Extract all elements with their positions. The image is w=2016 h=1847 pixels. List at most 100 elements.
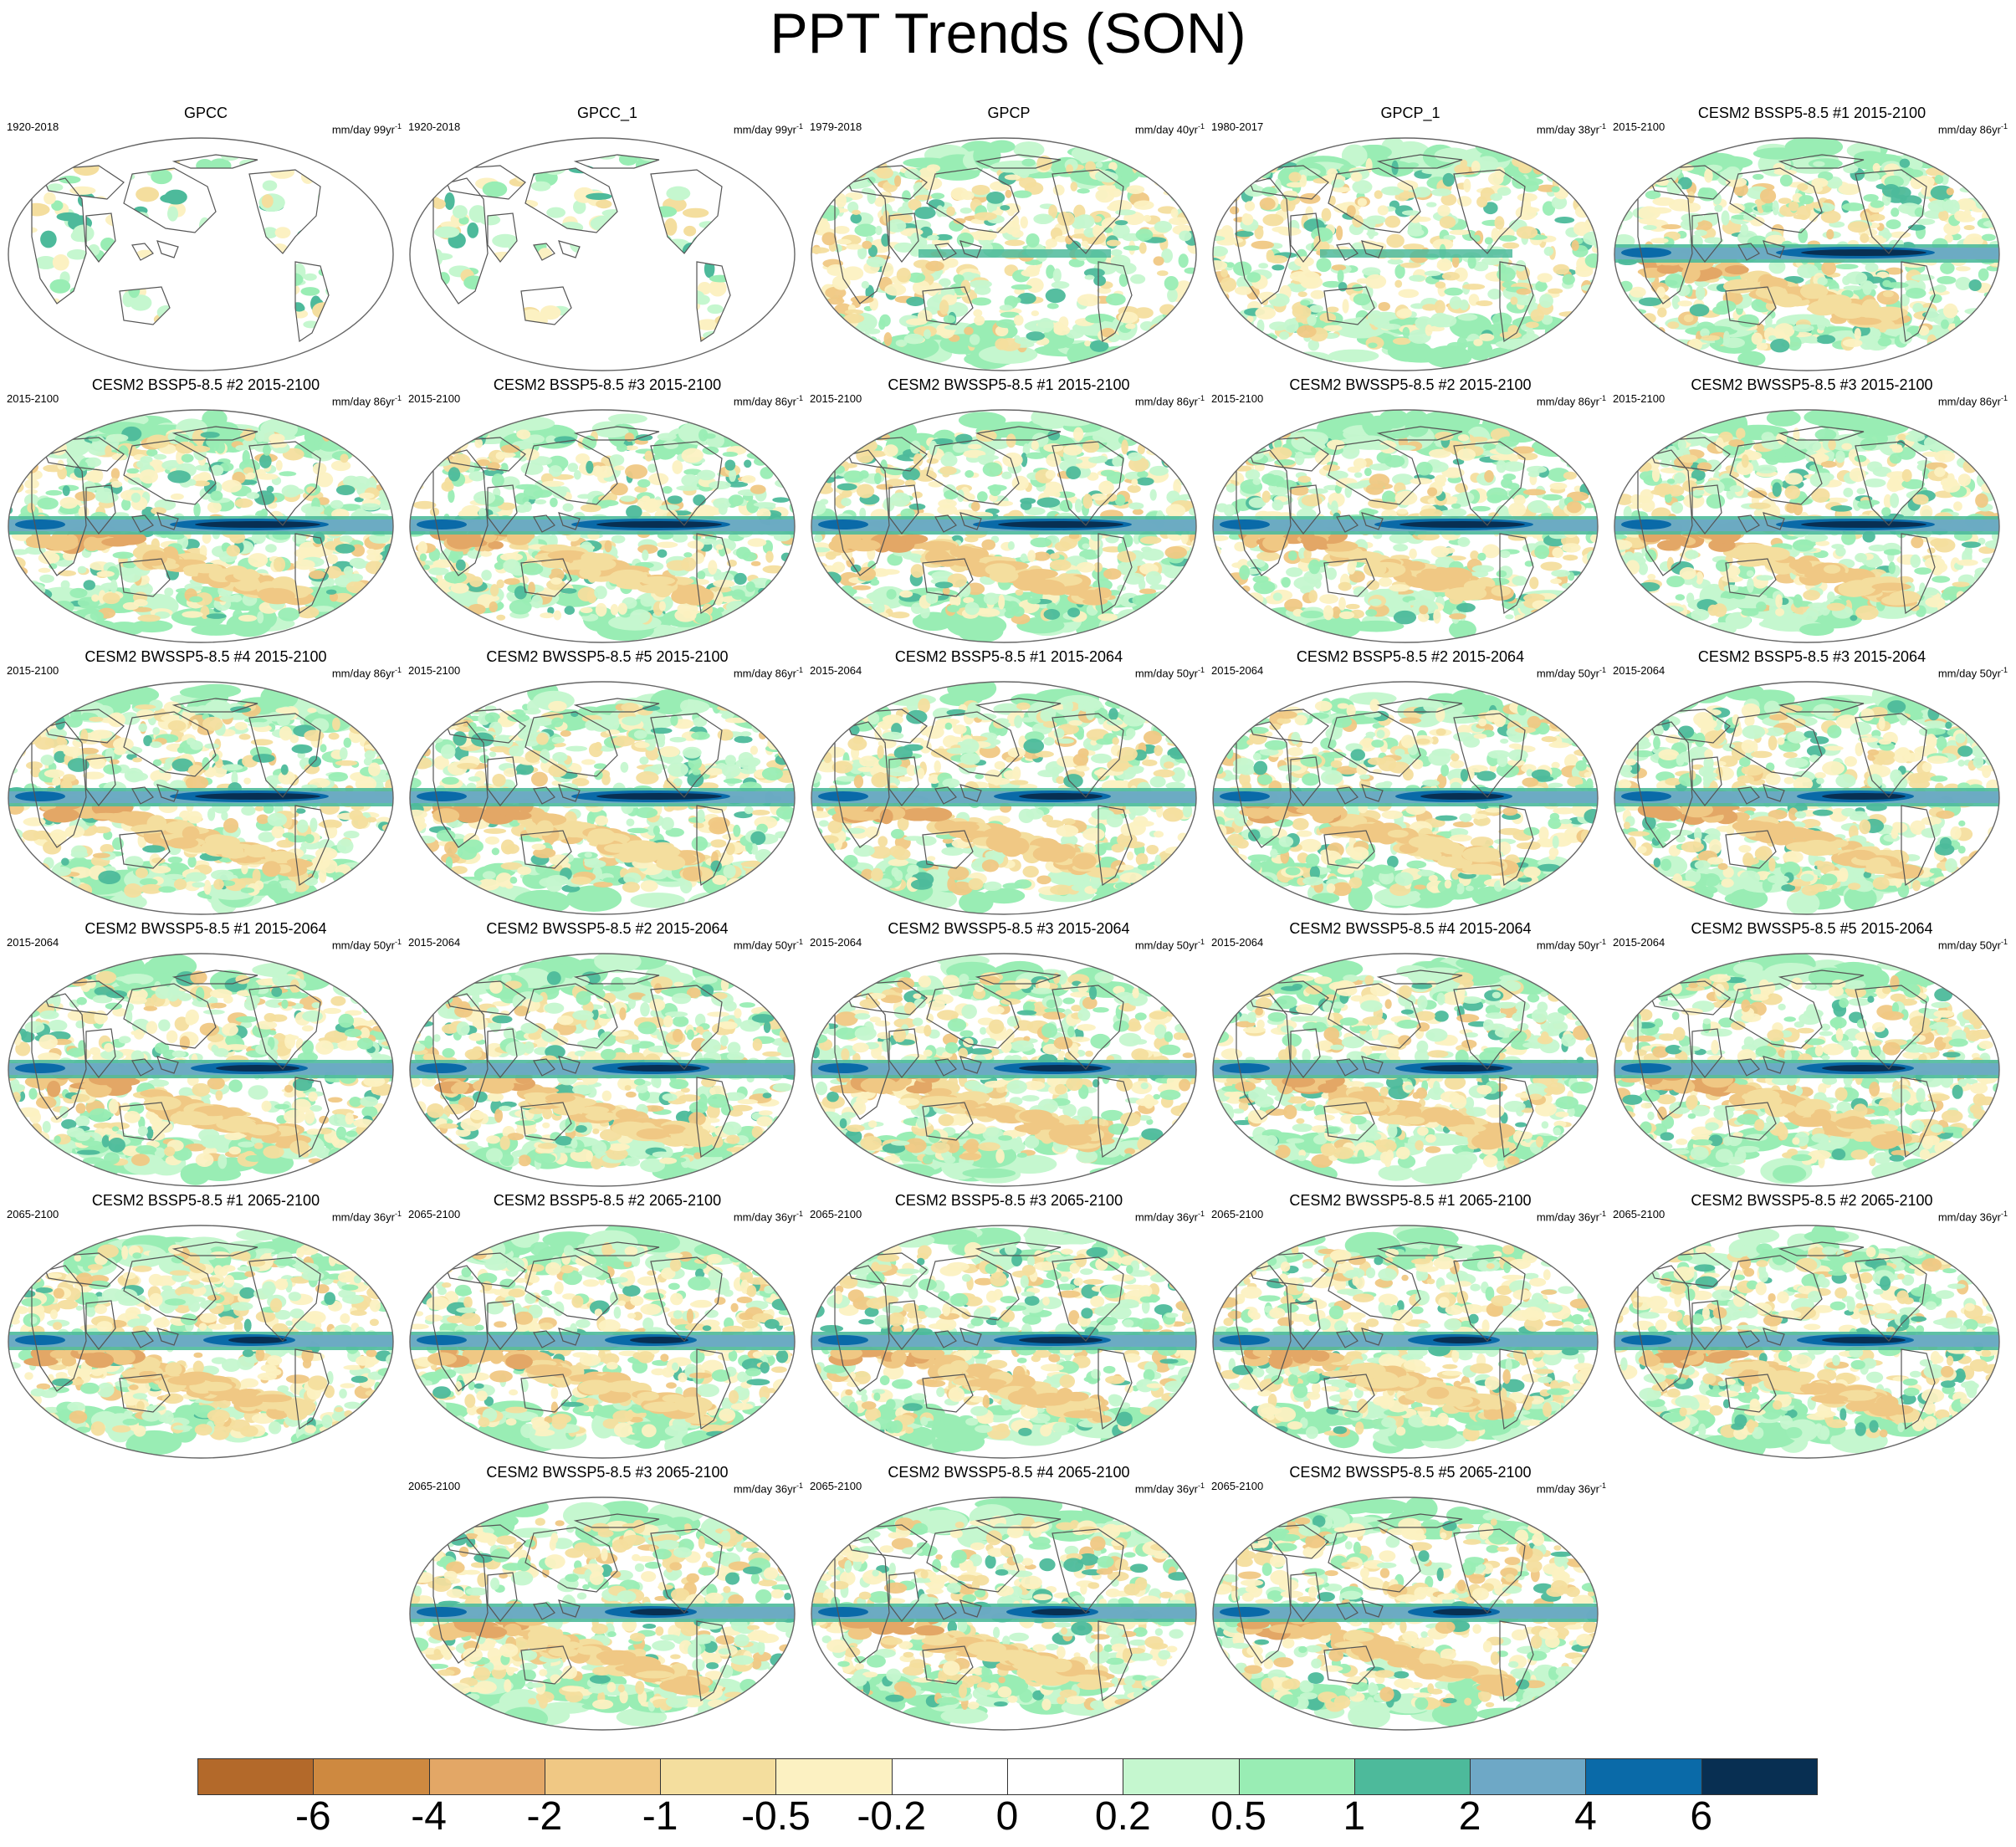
colorbar-box [1585, 1758, 1702, 1795]
panel-period: 1920-2018 [7, 120, 59, 134]
panel-period: 2015-2100 [7, 664, 59, 678]
map-plot [8, 137, 394, 371]
coastlines [834, 698, 1133, 887]
panel-units: mm/day 99yr-1 [734, 120, 803, 136]
map-border [409, 137, 796, 371]
map-panel: CESM2 BWSSP5-8.5 #5 2015-2064 2015-2064 mm… [1613, 920, 2011, 1188]
coastlines [1637, 698, 1936, 887]
map-plot [1614, 409, 2000, 643]
map-panel: CESM2 BSSP5-8.5 #1 2015-2064 2015-2064 mm/… [810, 648, 1208, 916]
map-panel: CESM2 BWSSP5-8.5 #4 2015-2100 2015-2100 mm… [7, 648, 405, 916]
map-border [8, 409, 394, 643]
colorbar-tick-label: -2 [494, 1792, 595, 1842]
map-plot [409, 1497, 796, 1731]
map-panel: CESM2 BWSSP5-8.5 #2 2015-2100 2015-2100 mm… [1211, 376, 1609, 644]
coastlines [31, 154, 330, 343]
map-border [811, 409, 1197, 643]
coastlines [31, 970, 330, 1159]
colorbar-box [1007, 1758, 1124, 1795]
coastlines [834, 154, 1133, 343]
map-border [1614, 681, 2000, 915]
map-plot [1614, 681, 2000, 915]
panel-units: mm/day 50yr-1 [1938, 935, 2008, 952]
panel-title: CESM2 BWSSP5-8.5 #5 2015-2064 [1613, 919, 2011, 938]
colorbar-box [313, 1758, 430, 1795]
panel-title: CESM2 BWSSP5-8.5 #1 2015-2064 [7, 919, 405, 938]
map-panel: CESM2 BWSSP5-8.5 #4 2015-2064 2015-2064 mm… [1211, 920, 1609, 1188]
panel-units: mm/day 36yr-1 [1537, 1479, 1606, 1496]
trend-field [410, 1497, 795, 1730]
coastlines [1637, 970, 1936, 1159]
colorbar-box [428, 1758, 545, 1795]
panel-title: CESM2 BSSP5-8.5 #3 2015-2064 [1613, 647, 2011, 666]
panel-units: mm/day 36yr-1 [734, 1479, 803, 1496]
panel-title: CESM2 BWSSP5-8.5 #4 2015-2064 [1211, 919, 1609, 938]
map-panel: GPCC_1 1920-2018 mm/day 99yr-1 [408, 105, 806, 372]
panel-period: 2015-2064 [1211, 664, 1263, 678]
panel-period: 2015-2100 [7, 392, 59, 406]
panel-period: 2015-2064 [1613, 936, 1665, 949]
trend-field [8, 1225, 393, 1457]
panel-units: mm/day 36yr-1 [1537, 1207, 1606, 1224]
coastlines [432, 154, 731, 343]
map-plot [409, 409, 796, 643]
coastlines [1637, 154, 1936, 343]
panel-period: 2015-2100 [810, 392, 862, 406]
colorbar-tick-label: 0.5 [1189, 1792, 1289, 1842]
map-panel: CESM2 BWSSP5-8.5 #5 2015-2100 2015-2100 mm… [408, 648, 806, 916]
coastlines [834, 1241, 1133, 1430]
panel-units: mm/day 86yr-1 [1938, 391, 2008, 408]
panel-title: CESM2 BWSSP5-8.5 #5 2065-2100 [1211, 1463, 1609, 1481]
colorbar-tick-label: -0.2 [842, 1792, 942, 1842]
coastlines [1236, 970, 1534, 1159]
map-plot [1614, 953, 2000, 1187]
panel-units: mm/day 40yr-1 [1135, 120, 1205, 136]
colorbar-tick-label: 0 [957, 1792, 1057, 1842]
coastlines [1236, 154, 1534, 343]
coastlines [31, 698, 330, 887]
panel-period: 2065-2100 [408, 1208, 460, 1221]
figure-title: PPT Trends (SON) [0, 0, 2016, 67]
map-panel: CESM2 BWSSP5-8.5 #5 2065-2100 2065-2100 mm… [1211, 1464, 1609, 1732]
map-plot [409, 137, 796, 371]
panel-units: mm/day 36yr-1 [734, 1207, 803, 1224]
map-border [811, 1225, 1197, 1459]
map-border [1614, 1225, 2000, 1459]
map-plot [409, 953, 796, 1187]
coastlines [1236, 1241, 1534, 1430]
coastlines [834, 1513, 1133, 1702]
panel-units: mm/day 50yr-1 [1135, 663, 1205, 680]
map-plot [409, 1225, 796, 1459]
map-panel: CESM2 BSSP5-8.5 #3 2015-2100 2015-2100 mm/… [408, 376, 806, 644]
panel-title: CESM2 BWSSP5-8.5 #1 2065-2100 [1211, 1191, 1609, 1210]
coastlines [31, 426, 330, 615]
map-plot [811, 137, 1197, 371]
panel-units: mm/day 86yr-1 [1135, 391, 1205, 408]
map-panel: CESM2 BWSSP5-8.5 #4 2065-2100 2065-2100 mm… [810, 1464, 1208, 1732]
colorbar-tick-label: -0.5 [725, 1792, 826, 1842]
trend-field [1614, 1225, 1999, 1458]
panel-period: 2015-2100 [408, 664, 460, 678]
panel-units: mm/day 36yr-1 [1135, 1207, 1205, 1224]
panel-period: 1980-2017 [1211, 120, 1263, 134]
map-plot [1212, 409, 1599, 643]
map-plot [1212, 1497, 1599, 1731]
map-panel: GPCC 1920-2018 mm/day 99yr-1 [7, 105, 405, 372]
coastlines [834, 426, 1133, 615]
coastlines [432, 426, 731, 615]
panel-units: mm/day 36yr-1 [1938, 1207, 2008, 1224]
panel-period: 2015-2100 [1211, 392, 1263, 406]
coastlines [1637, 426, 1936, 615]
colorbar-box [1470, 1758, 1587, 1795]
panel-title: CESM2 BWSSP5-8.5 #3 2065-2100 [408, 1463, 806, 1481]
panel-units: mm/day 86yr-1 [1537, 391, 1606, 408]
panel-title: CESM2 BWSSP5-8.5 #4 2015-2100 [7, 647, 405, 666]
panel-period: 2015-2100 [408, 392, 460, 406]
map-border [1212, 1225, 1599, 1459]
panel-units: mm/day 50yr-1 [1537, 663, 1606, 680]
map-border [8, 681, 394, 915]
panel-period: 2015-2064 [7, 936, 59, 949]
panel-title: CESM2 BWSSP5-8.5 #3 2015-2100 [1613, 376, 2011, 394]
panel-period: 2065-2100 [1613, 1208, 1665, 1221]
panel-title: CESM2 BWSSP5-8.5 #5 2015-2100 [408, 647, 806, 666]
